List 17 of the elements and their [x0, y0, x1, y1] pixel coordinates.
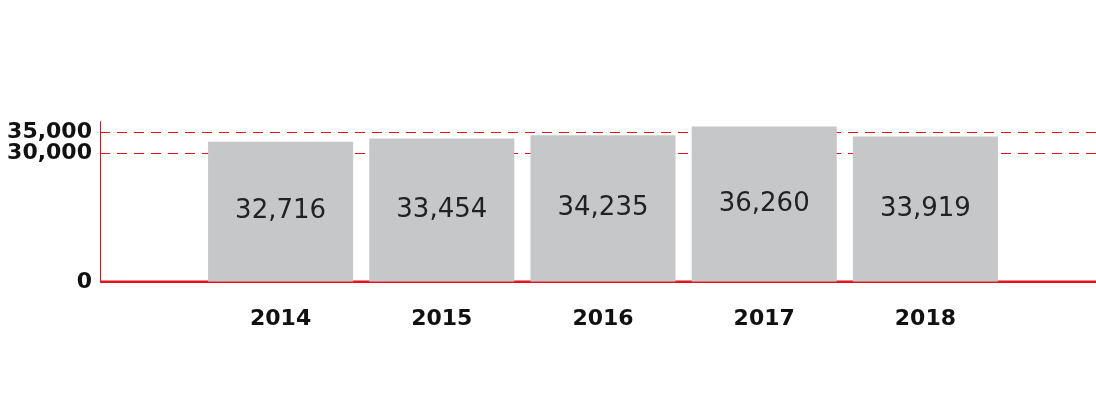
x-tick-label: 2015	[411, 304, 473, 330]
x-tick-label: 2016	[572, 304, 634, 330]
data-label: 32,716	[235, 194, 327, 225]
bar	[691, 126, 837, 282]
data-label: 33,454	[396, 192, 488, 223]
y-tick-label: 35,000	[7, 117, 92, 143]
data-label: 36,260	[718, 186, 810, 217]
bar	[208, 141, 354, 282]
bar	[369, 138, 515, 282]
x-tick-label: 2018	[894, 304, 957, 330]
y-tick-label: 0	[76, 267, 92, 293]
bar	[852, 136, 998, 282]
data-label: 33,919	[879, 191, 971, 222]
x-tick-label: 2014	[249, 304, 312, 330]
x-tick-label: 2017	[733, 304, 795, 330]
data-label: 34,235	[557, 191, 649, 222]
bar	[530, 135, 676, 282]
